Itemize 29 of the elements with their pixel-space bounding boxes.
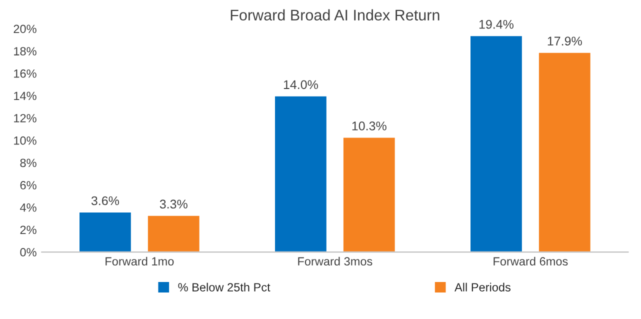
bar: [146, 214, 201, 252]
y-tick-label: 10%: [14, 136, 36, 145]
y-tick-label: 16%: [14, 69, 36, 78]
data-label: 19.4%: [479, 20, 514, 29]
bar: [342, 136, 396, 252]
y-tick-label: 4%: [20, 203, 36, 212]
y-tick-label: 18%: [14, 47, 36, 56]
bar: [469, 34, 524, 252]
y-tick-label: 6%: [20, 181, 36, 190]
y-tick-label: 14%: [14, 92, 36, 100]
data-label: 3.3%: [160, 200, 188, 209]
y-tick-label: 8%: [20, 158, 36, 168]
y-tick-label: 2%: [20, 226, 36, 234]
data-label: 3.6%: [91, 196, 120, 206]
y-tick-label: 20%: [14, 24, 36, 34]
y-tick-label: 12%: [14, 114, 36, 122]
x-tick-label: Forward 3mos: [298, 256, 372, 266]
bar: [78, 211, 132, 252]
y-tick-label: 0%: [20, 248, 36, 256]
legend-label: % Below 25th Pct: [178, 282, 270, 292]
data-label: 14.0%: [284, 80, 318, 90]
legend-label: All Periods: [454, 282, 510, 292]
bar: [274, 95, 328, 252]
bar: [538, 51, 592, 252]
data-label: 17.9%: [548, 36, 582, 46]
chart-title: Forward Broad AI Index Return: [230, 9, 440, 21]
data-label: 10.3%: [352, 122, 386, 130]
x-tick-label: Forward 6mos: [494, 256, 568, 266]
x-tick-label: Forward 1mo: [106, 256, 174, 266]
